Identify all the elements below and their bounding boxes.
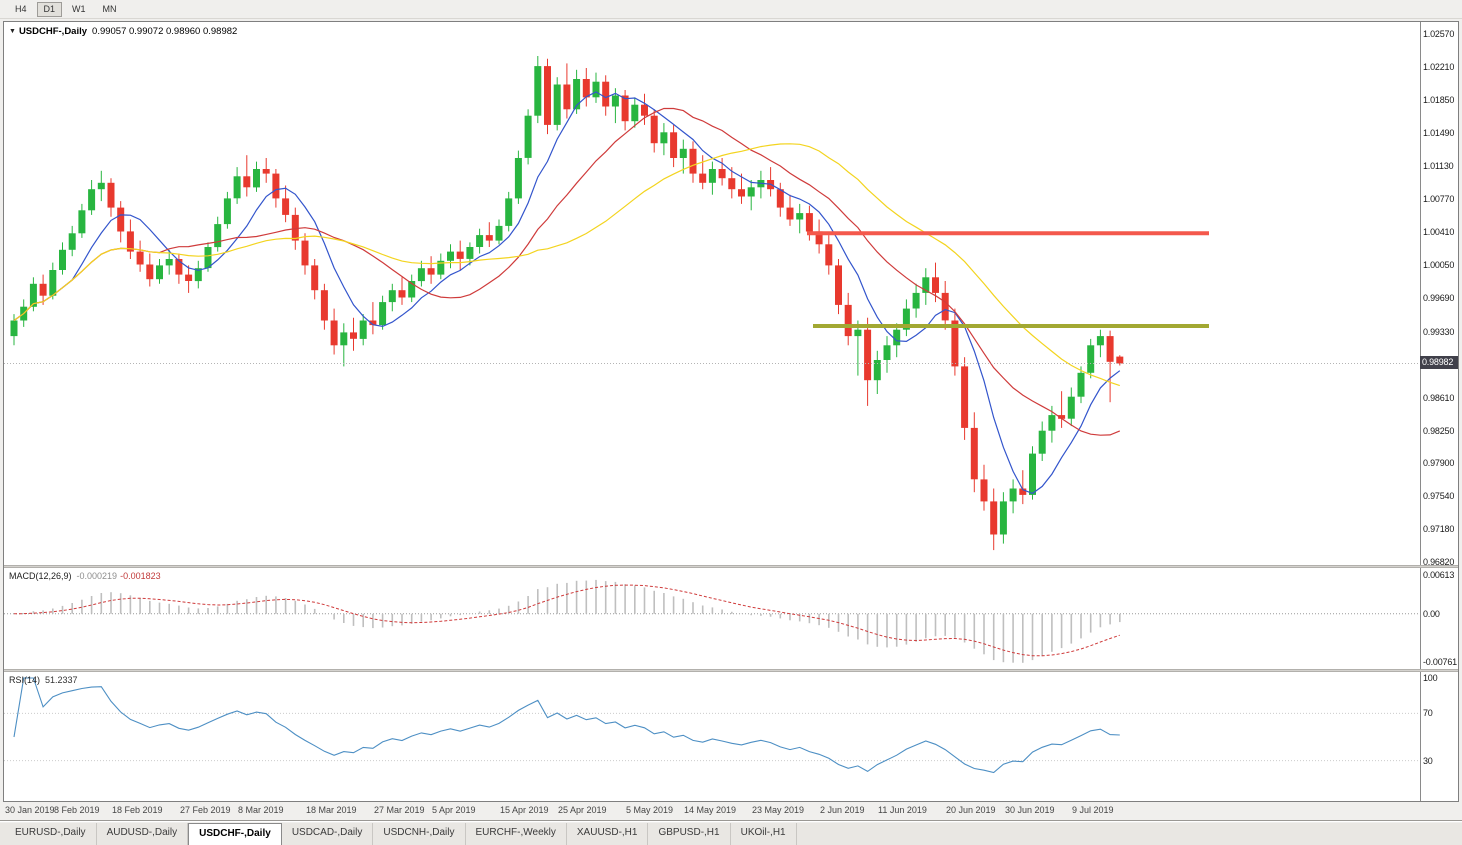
price-axis-label: 0.97180: [1423, 523, 1455, 534]
macd-axis-label: 0.00: [1423, 608, 1440, 619]
chart-tab-xauusd-h1[interactable]: XAUUSD-,H1: [567, 823, 649, 845]
chart-tab-eurusd-daily[interactable]: EURUSD-,Daily: [5, 823, 97, 845]
date-axis-label: 5 May 2019: [626, 805, 674, 815]
symbol-marker-icon[interactable]: ▼: [9, 28, 16, 35]
chart-tab-audusd-daily[interactable]: AUDUSD-,Daily: [97, 823, 189, 845]
date-axis-label: 20 Jun 2019: [946, 805, 996, 815]
rsi-line: [13, 677, 1120, 774]
date-axis-label: 30 Jun 2019: [1005, 805, 1055, 815]
macd-signal-value: -0.001823: [120, 571, 161, 581]
ma-30-line: [13, 143, 1120, 387]
macd-axis[interactable]: 0.00613 0.00 -0.00761: [1420, 568, 1458, 669]
rsi-value: 51.2337: [45, 675, 78, 685]
macd-panel: 0.00613 0.00 -0.00761 MACD(12,26,9) -0.0002…: [4, 568, 1458, 669]
date-axis-label: 18 Mar 2019: [306, 805, 357, 815]
chart-tab-usdcnh-daily[interactable]: USDCNH-,Daily: [373, 823, 466, 845]
date-axis-label: 8 Feb 2019: [54, 805, 100, 815]
date-axis-label: 9 Jul 2019: [1072, 805, 1114, 815]
price-axis-label: 0.97900: [1423, 457, 1455, 468]
rsi-chart-canvas[interactable]: [4, 672, 1420, 801]
macd-histogram: [22, 579, 1121, 663]
panel-splitter[interactable]: [4, 669, 1458, 672]
symbol-timeframe-label: USDCHF-,Daily: [18, 26, 88, 37]
macd-signal-line: [13, 584, 1120, 657]
chart-tab-usdcad-daily[interactable]: USDCAD-,Daily: [282, 823, 374, 845]
rsi-axis[interactable]: 100 70 30: [1420, 672, 1458, 801]
price-axis-label: 1.00410: [1423, 227, 1455, 238]
date-axis-label: 18 Feb 2019: [112, 805, 163, 815]
price-axis-label: 0.99690: [1423, 293, 1455, 304]
candlestick-series: [10, 56, 1124, 551]
timeframe-button-mn[interactable]: MN: [102, 3, 117, 14]
timeframe-button-d1[interactable]: D1: [36, 1, 63, 17]
timeframe-button-h4[interactable]: H4: [15, 3, 27, 14]
panel-splitter[interactable]: [4, 565, 1458, 568]
date-axis[interactable]: 30 Jan 2019 8 Feb 2019 18 Feb 2019 27 Feb 2…: [3, 803, 1459, 818]
macd-label: MACD(12,26,9): [9, 571, 72, 581]
rsi-axis-label: 100: [1423, 673, 1438, 683]
macd-axis-label: 0.00613: [1423, 570, 1455, 580]
rsi-header: RSI(14) 51.2337: [9, 675, 78, 685]
date-axis-label: 11 Jun 2019: [878, 805, 927, 815]
date-axis-label: 15 Apr 2019: [500, 805, 549, 815]
price-axis-label: 1.01130: [1423, 161, 1454, 172]
rsi-label: RSI(14): [9, 675, 41, 685]
date-axis-label: 14 May 2019: [684, 805, 737, 815]
timeframe-toolbar: H4 D1 W1 MN: [0, 0, 1462, 19]
price-axis-label: 1.00770: [1423, 194, 1455, 205]
chart-tabs-bar: EURUSD-,Daily AUDUSD-,Daily USDCHF-,Daily U…: [0, 823, 1462, 845]
date-axis-label: 30 Jan 2019: [5, 805, 55, 815]
date-axis-label: 27 Feb 2019: [180, 805, 231, 815]
rsi-axis-label: 30: [1423, 755, 1433, 766]
chart-tab-gbpusd-h1[interactable]: GBPUSD-,H1: [648, 823, 731, 845]
date-axis-label: 27 Mar 2019: [374, 805, 425, 815]
chart-tab-usdchf-daily[interactable]: USDCHF-,Daily: [188, 823, 282, 845]
date-axis-label: 8 Mar 2019: [238, 805, 284, 815]
macd-axis-label: -0.00761: [1423, 657, 1457, 667]
timeframe-button-w1[interactable]: W1: [72, 3, 86, 14]
macd-chart-canvas[interactable]: [4, 568, 1420, 669]
price-chart-canvas[interactable]: [4, 22, 1420, 565]
ohlc-values: 0.99057 0.99072 0.98960 0.98982: [92, 26, 238, 37]
ma-16-line: [13, 107, 1121, 436]
price-axis-label: 0.98250: [1423, 425, 1455, 436]
macd-header: MACD(12,26,9) -0.000219 -0.001823: [9, 571, 161, 581]
price-axis-label: 1.01490: [1423, 128, 1455, 139]
price-axis-label: 0.96820: [1423, 557, 1455, 565]
price-axis-label: 0.98610: [1423, 392, 1455, 403]
statusbar-separator: [0, 820, 1462, 822]
rsi-axis-label: 70: [1423, 708, 1433, 719]
chart-title: ▼ USDCHF-,Daily 0.99057 0.99072 0.98960 0.…: [9, 26, 237, 37]
current-price-badge: 0.98982: [1420, 356, 1458, 369]
chart-window: 1.02570 1.02210 1.01850 1.01490 1.01130 1.007…: [3, 21, 1459, 802]
chart-tab-eurchf-weekly[interactable]: EURCHF-,Weekly: [466, 823, 567, 845]
macd-main-value: -0.000219: [76, 571, 118, 581]
price-axis-label: 1.02570: [1423, 29, 1455, 39]
date-axis-label: 2 Jun 2019: [820, 805, 865, 815]
price-axis-label: 0.99330: [1423, 326, 1455, 337]
date-axis-label: 25 Apr 2019: [558, 805, 607, 815]
date-axis-label: 23 May 2019: [752, 805, 805, 815]
price-axis-label: 1.01850: [1423, 95, 1455, 106]
rsi-panel: 100 70 30 RSI(14) 51.2337: [4, 672, 1458, 801]
price-axis-label: 1.02210: [1423, 62, 1455, 73]
date-axis-label: 5 Apr 2019: [432, 805, 476, 815]
chart-tab-ukoil-h1[interactable]: UKOil-,H1: [731, 823, 797, 845]
ma-7-line: [13, 91, 1121, 495]
price-axis[interactable]: 1.02570 1.02210 1.01850 1.01490 1.01130 1.007…: [1420, 22, 1458, 565]
price-axis-label: 1.00050: [1423, 260, 1455, 271]
price-panel: 1.02570 1.02210 1.01850 1.01490 1.01130 1.007…: [4, 22, 1458, 565]
price-axis-label: 0.97540: [1423, 490, 1455, 501]
